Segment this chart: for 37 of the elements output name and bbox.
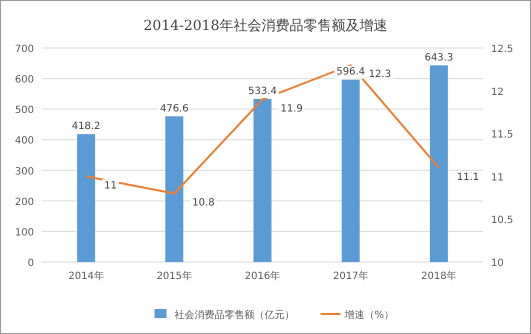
legend-label: 社会消费品零售额（亿元） [174, 309, 294, 321]
x-tick-label: 2018年 [421, 270, 457, 282]
bar [254, 98, 272, 262]
bar [342, 80, 360, 262]
y-tick-label: 600 [14, 74, 34, 86]
y2-tick-label: 10 [491, 258, 504, 269]
data-label: 418.2 [72, 121, 100, 132]
data-label: 533.4 [248, 86, 277, 97]
y-tick-label: 0 [28, 258, 34, 269]
data-label: 12.3 [368, 69, 391, 80]
y-tick-label: 200 [14, 196, 34, 208]
y-tick-label: 700 [14, 44, 34, 55]
y2-tick-label: 11.5 [491, 130, 514, 141]
y-tick-label: 500 [14, 105, 34, 116]
x-tick-label: 2017年 [332, 270, 368, 282]
data-label: 11.9 [280, 103, 303, 114]
data-label: 643.3 [424, 52, 454, 64]
bar [77, 134, 96, 262]
x-tick-label: 2016年 [244, 270, 280, 282]
y-tick-label: 100 [14, 227, 34, 238]
data-label: 10.8 [192, 198, 215, 209]
y2-tick-label: 12.5 [491, 44, 514, 55]
data-label: 596.4 [336, 66, 366, 78]
data-label: 476.6 [160, 103, 189, 114]
x-tick-label: 2015年 [156, 270, 192, 282]
data-label: 11.1 [456, 172, 480, 183]
y2-tick-label: 10.5 [491, 215, 514, 226]
y2-tick-label: 12 [491, 86, 504, 98]
y-tick-label: 400 [14, 136, 34, 147]
data-label: 11 [104, 180, 117, 192]
bar [165, 116, 184, 262]
chart-title: 2014-2018年社会消费品零售额及增速 [144, 18, 388, 34]
legend-label: 增速（%） [344, 309, 394, 321]
bar [430, 65, 448, 262]
x-tick-label: 2014年 [68, 270, 104, 282]
y2-tick-label: 11 [491, 172, 504, 184]
y-tick-label: 300 [14, 166, 34, 178]
